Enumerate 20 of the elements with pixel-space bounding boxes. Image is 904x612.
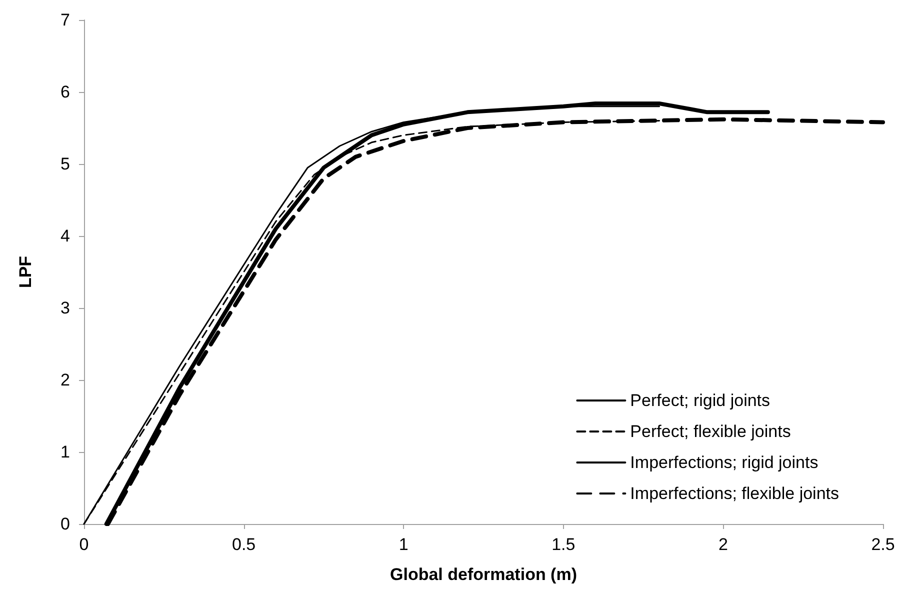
x-tick-label: 0 xyxy=(79,535,89,554)
y-tick-label: 2 xyxy=(60,370,70,390)
x-tick-label: 0.5 xyxy=(232,535,256,554)
legend-label: Imperfections; rigid joints xyxy=(630,453,818,472)
y-axis-title: LPF xyxy=(16,256,35,288)
y-tick-label: 6 xyxy=(60,82,70,102)
legend-label: Imperfections; flexible joints xyxy=(630,484,840,503)
y-tick-label: 5 xyxy=(60,154,70,174)
x-tick-label: 1.5 xyxy=(552,535,576,554)
x-tick-label: 2.5 xyxy=(871,535,895,554)
y-tick-label: 3 xyxy=(60,298,70,318)
x-tick-label: 2 xyxy=(718,535,728,554)
legend-label: Perfect; rigid joints xyxy=(630,391,770,410)
x-tick-label: 1 xyxy=(398,535,408,554)
legend-label: Perfect; flexible joints xyxy=(630,422,791,441)
x-axis-title: Global deformation (m) xyxy=(390,565,577,584)
y-tick-label: 1 xyxy=(60,442,70,462)
y-tick-label: 7 xyxy=(60,10,70,30)
y-tick-label: 0 xyxy=(60,514,70,534)
y-tick-label: 4 xyxy=(60,226,70,246)
